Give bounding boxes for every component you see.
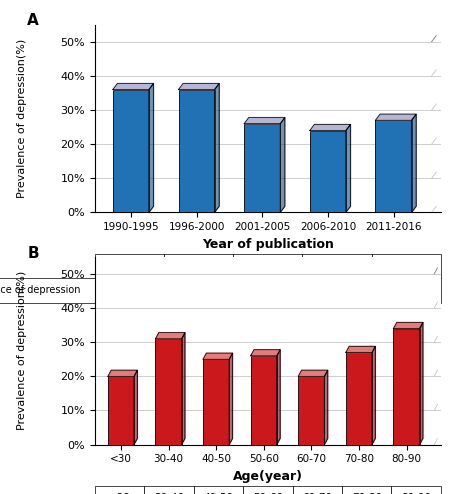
- Y-axis label: Prevalence of depression(%): Prevalence of depression(%): [18, 271, 27, 430]
- Bar: [310, 130, 346, 212]
- Polygon shape: [229, 353, 233, 445]
- Polygon shape: [310, 124, 351, 130]
- Polygon shape: [324, 370, 328, 445]
- Y-axis label: Prevalence of depression(%): Prevalence of depression(%): [18, 39, 27, 198]
- Bar: [108, 376, 134, 445]
- Text: A: A: [27, 13, 39, 29]
- Polygon shape: [203, 353, 233, 359]
- Polygon shape: [372, 346, 375, 445]
- Polygon shape: [215, 83, 219, 212]
- Bar: [155, 339, 182, 445]
- Polygon shape: [280, 118, 285, 212]
- Text: B: B: [27, 246, 39, 261]
- Polygon shape: [113, 83, 154, 89]
- Polygon shape: [179, 83, 219, 89]
- Polygon shape: [108, 370, 137, 376]
- Polygon shape: [251, 350, 280, 356]
- Bar: [113, 89, 149, 212]
- Bar: [393, 329, 419, 445]
- Polygon shape: [375, 114, 416, 120]
- Bar: [244, 124, 280, 212]
- Polygon shape: [277, 350, 280, 445]
- Polygon shape: [134, 370, 137, 445]
- Bar: [251, 356, 277, 445]
- Polygon shape: [155, 332, 185, 339]
- X-axis label: Year of publication: Year of publication: [202, 238, 334, 250]
- Polygon shape: [149, 83, 154, 212]
- Polygon shape: [182, 332, 185, 445]
- Polygon shape: [419, 323, 423, 445]
- Polygon shape: [346, 346, 375, 352]
- Bar: [375, 120, 411, 212]
- Polygon shape: [298, 370, 328, 376]
- Polygon shape: [393, 323, 423, 329]
- Bar: [179, 89, 215, 212]
- Bar: [203, 359, 229, 445]
- X-axis label: Age(year): Age(year): [233, 470, 303, 483]
- Polygon shape: [346, 124, 351, 212]
- Polygon shape: [244, 118, 285, 124]
- Bar: [298, 376, 324, 445]
- Polygon shape: [411, 114, 416, 212]
- Bar: [346, 352, 372, 445]
